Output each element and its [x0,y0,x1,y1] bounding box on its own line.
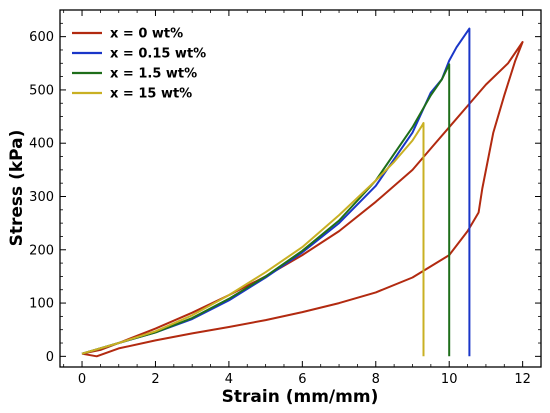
x-tick-label: 8 [372,372,380,387]
x-tick-label: 12 [514,372,531,387]
y-tick-label: 100 [29,297,54,312]
series-line-3 [81,122,425,357]
x-axis-title: Strain (mm/mm) [222,387,379,407]
y-tick-label: 500 [29,83,54,98]
legend-label: x = 15 wt% [110,87,192,102]
y-tick-label: 400 [29,137,54,152]
plot-frame [59,9,542,368]
series-layer [81,27,524,358]
y-tick-label: 200 [29,243,54,258]
y-axis-title: Stress (kPa) [7,130,27,247]
series-line-0 [81,41,524,358]
x-tick-label: 10 [441,372,458,387]
legend-label: x = 0 wt% [110,27,183,42]
x-tick-label: 2 [151,372,159,387]
legend-label: x = 1.5 wt% [110,67,197,82]
series-line-2 [81,63,451,357]
x-tick-label: 6 [298,372,306,387]
y-tick-label: 300 [29,190,54,205]
legend: x = 0 wt% x = 0.15 wt% x = 1.5 wt% x = 15 w… [72,27,206,102]
legend-label: x = 0.15 wt% [110,47,206,62]
axis-ticks: 0 2 4 6 8 10 12 0 100 200 300 400 500 600 [29,10,542,387]
x-tick-label: 4 [225,372,233,387]
y-tick-label: 600 [29,30,54,45]
y-tick-label: 0 [46,350,54,365]
x-tick-label: 0 [78,372,86,387]
